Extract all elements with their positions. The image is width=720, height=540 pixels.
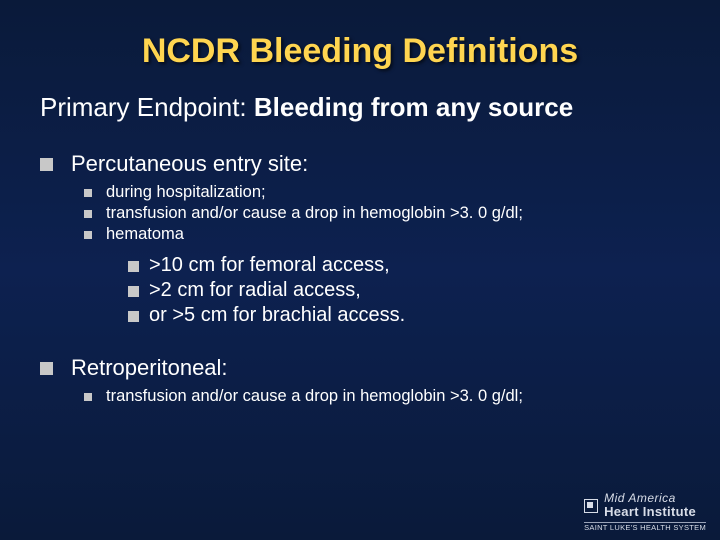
logo-line3: SAINT LUKE'S HEALTH SYSTEM xyxy=(584,522,706,532)
list-item: >10 cm for femoral access, xyxy=(128,254,680,277)
square-bullet-icon xyxy=(40,362,53,375)
list-item: transfusion and/or cause a drop in hemog… xyxy=(84,387,680,406)
list-item: hematoma xyxy=(84,225,680,244)
slide-subtitle: Primary Endpoint: Bleeding from any sour… xyxy=(0,71,720,123)
content-area: Percutaneous entry site: during hospital… xyxy=(0,123,720,406)
list-item-label: during hospitalization; xyxy=(106,183,266,202)
list-item-label: >2 cm for radial access, xyxy=(149,279,361,302)
square-bullet-icon xyxy=(84,231,92,239)
subtitle-lead: Primary Endpoint: xyxy=(40,92,254,122)
square-bullet-icon xyxy=(128,261,139,272)
list-item-label: Retroperitoneal: xyxy=(71,355,228,381)
list-item: during hospitalization; xyxy=(84,183,680,202)
list-item: or >5 cm for brachial access. xyxy=(128,304,680,327)
square-bullet-icon xyxy=(84,189,92,197)
list-item-label: >10 cm for femoral access, xyxy=(149,254,390,277)
square-bullet-icon xyxy=(40,158,53,171)
sublist: transfusion and/or cause a drop in hemog… xyxy=(84,387,680,406)
subsublist: >10 cm for femoral access, >2 cm for rad… xyxy=(128,254,680,327)
sublist: during hospitalization; transfusion and/… xyxy=(84,183,680,244)
list-item-label: transfusion and/or cause a drop in hemog… xyxy=(106,387,523,406)
list-item-label: Percutaneous entry site: xyxy=(71,151,308,177)
list-item-label: transfusion and/or cause a drop in hemog… xyxy=(106,204,523,223)
logo-line2: Heart Institute xyxy=(604,505,696,519)
spacer xyxy=(40,327,680,345)
list-item-label: hematoma xyxy=(106,225,184,244)
slide-title: NCDR Bleeding Definitions xyxy=(0,0,720,71)
logo-mark-icon xyxy=(584,499,598,513)
list-item: transfusion and/or cause a drop in hemog… xyxy=(84,204,680,223)
list-item: Retroperitoneal: xyxy=(40,355,680,381)
list-item: >2 cm for radial access, xyxy=(128,279,680,302)
square-bullet-icon xyxy=(84,393,92,401)
square-bullet-icon xyxy=(128,286,139,297)
list-item: Percutaneous entry site: xyxy=(40,151,680,177)
square-bullet-icon xyxy=(128,311,139,322)
subtitle-bold: Bleeding from any source xyxy=(254,92,573,122)
square-bullet-icon xyxy=(84,210,92,218)
list-item-label: or >5 cm for brachial access. xyxy=(149,304,405,327)
footer-logo: Mid America Heart Institute SAINT LUKE'S… xyxy=(584,492,706,532)
